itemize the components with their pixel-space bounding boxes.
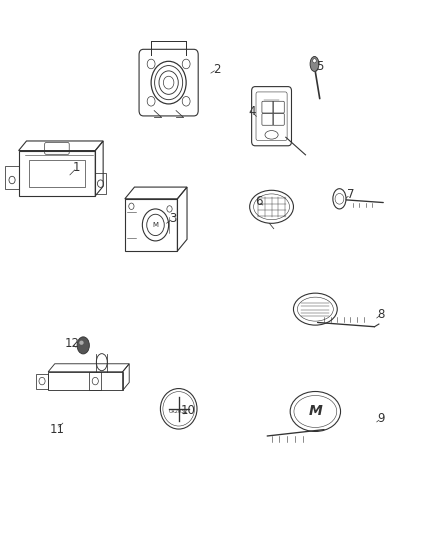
Text: CR2032: CR2032 (169, 409, 188, 414)
Text: 9: 9 (377, 412, 385, 425)
Text: 12: 12 (65, 337, 80, 350)
Text: 3: 3 (170, 212, 177, 225)
Text: 5: 5 (316, 60, 323, 73)
Text: 6: 6 (254, 195, 262, 208)
Ellipse shape (79, 341, 84, 345)
Text: 10: 10 (181, 404, 196, 417)
Text: 1: 1 (73, 161, 81, 174)
Text: 7: 7 (346, 188, 354, 201)
Text: 8: 8 (378, 308, 385, 321)
Text: M: M (152, 222, 159, 228)
Ellipse shape (77, 337, 89, 354)
Text: M: M (308, 405, 322, 418)
Text: 11: 11 (49, 423, 64, 435)
Text: 4: 4 (248, 106, 256, 118)
Circle shape (313, 59, 316, 63)
Ellipse shape (310, 56, 319, 71)
Text: 2: 2 (213, 63, 221, 76)
